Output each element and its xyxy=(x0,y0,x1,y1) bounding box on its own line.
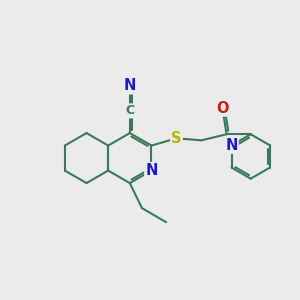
Text: S: S xyxy=(171,131,182,146)
Text: N: N xyxy=(145,163,158,178)
Text: N: N xyxy=(225,138,238,153)
Text: N: N xyxy=(124,78,136,93)
Text: O: O xyxy=(216,100,229,116)
Text: C: C xyxy=(125,104,134,117)
